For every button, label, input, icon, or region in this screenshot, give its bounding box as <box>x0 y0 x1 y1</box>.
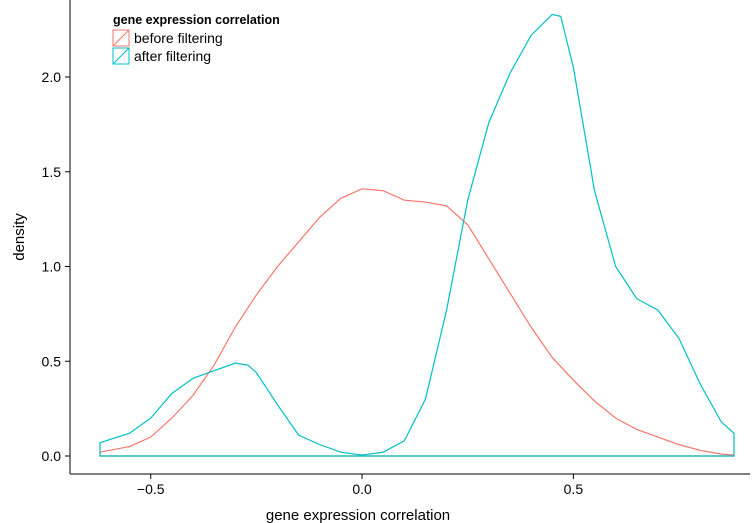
x-axis-title: gene expression correlation <box>266 507 450 523</box>
legend-swatch-box <box>112 47 130 65</box>
y-ticks: 0.0 0.5 1.0 1.5 2.0 <box>42 69 70 464</box>
legend-key-before-filtering <box>112 29 130 47</box>
legend-item-after-filtering: after filtering <box>112 47 211 65</box>
legend-swatch-box <box>112 29 130 47</box>
legend-swatch-diagonal <box>112 47 130 65</box>
legend-label-after-filtering: after filtering <box>134 48 211 64</box>
legend: gene expression correlation before filte… <box>112 13 280 65</box>
legend-label-before-filtering: before filtering <box>134 30 223 46</box>
y-tick-label: 0.5 <box>42 353 62 369</box>
y-tick-label: 0.0 <box>42 448 62 464</box>
x-tick-label: 0.0 <box>352 481 372 497</box>
y-tick-label: 1.0 <box>42 259 62 275</box>
density-curve-after-filtering <box>99 13 735 457</box>
series-layer <box>99 13 735 457</box>
legend-key-after-filtering <box>112 47 130 65</box>
plot-area: −0.5 0.0 0.5 0.0 0.5 1.0 1.5 2.0 <box>42 0 750 497</box>
legend-title: gene expression correlation <box>113 13 280 27</box>
legend-item-before-filtering: before filtering <box>112 29 223 47</box>
y-axis-title: density <box>11 213 28 261</box>
legend-swatch-diagonal <box>112 29 130 47</box>
y-tick-label: 2.0 <box>42 69 62 85</box>
y-tick-label: 1.5 <box>42 164 62 180</box>
density-curve-before-filtering <box>99 188 735 457</box>
x-tick-label: 0.5 <box>564 481 584 497</box>
x-tick-label: −0.5 <box>137 481 165 497</box>
x-ticks: −0.5 0.0 0.5 <box>137 474 583 497</box>
